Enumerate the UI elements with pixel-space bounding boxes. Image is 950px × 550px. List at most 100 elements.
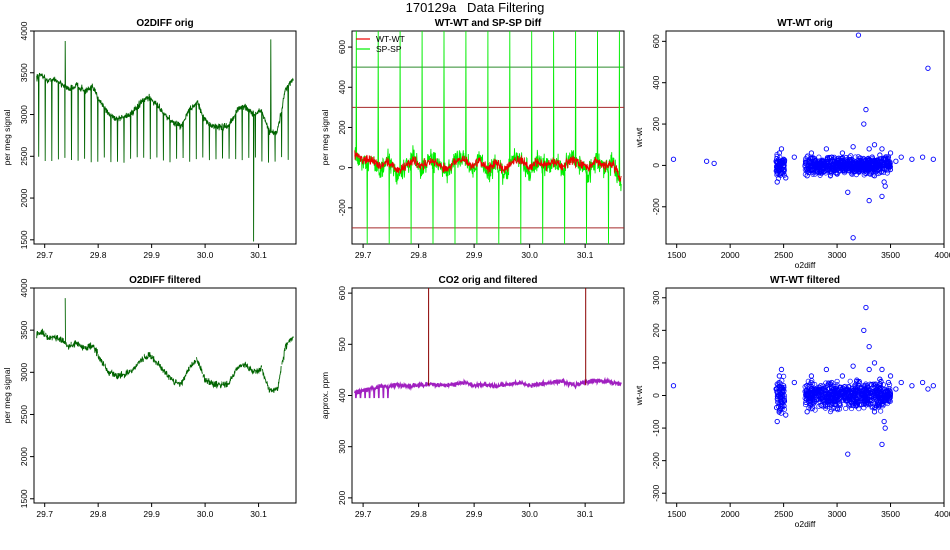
series-line — [36, 298, 294, 393]
data-point — [874, 401, 880, 407]
x-tick-label: 2500 — [774, 509, 793, 519]
data-point — [853, 403, 859, 409]
x-tick-label: 30.0 — [521, 509, 538, 519]
data-point — [876, 391, 882, 397]
data-point — [819, 165, 825, 171]
data-point — [869, 168, 875, 174]
data-point — [774, 169, 780, 175]
data-point — [879, 193, 885, 200]
y-tick-label: 300 — [651, 290, 661, 304]
data-point — [820, 383, 826, 389]
data-point — [808, 373, 815, 379]
data-point — [850, 235, 856, 241]
data-point — [886, 392, 892, 398]
data-point — [834, 378, 840, 384]
y-tick-label: 200 — [651, 117, 661, 131]
data-point — [875, 170, 881, 177]
data-point — [820, 385, 826, 391]
data-point — [823, 146, 830, 152]
data-point — [834, 166, 840, 172]
data-point — [823, 366, 830, 373]
data-point — [810, 381, 816, 387]
data-point — [881, 166, 887, 172]
data-point — [813, 160, 819, 166]
data-point — [804, 159, 810, 165]
data-point — [837, 401, 843, 407]
data-point — [845, 389, 851, 395]
data-point — [812, 381, 818, 387]
data-point — [816, 393, 822, 399]
data-point — [803, 388, 809, 394]
data-point — [845, 189, 851, 195]
data-point — [823, 403, 829, 409]
x-tick-label: 30.0 — [197, 250, 214, 260]
data-point — [863, 304, 869, 311]
y-tick-label: 3000 — [19, 105, 29, 124]
data-point — [843, 155, 849, 161]
data-point — [863, 106, 869, 113]
data-point — [783, 412, 789, 418]
data-point — [855, 154, 861, 160]
y-axis-label: per meg signal — [2, 368, 12, 424]
legend-label: SP-SP — [376, 44, 402, 54]
data-point — [817, 396, 823, 402]
data-point — [839, 162, 845, 168]
data-point — [778, 394, 784, 400]
y-tick-label: 1500 — [19, 489, 29, 508]
y-tick-label: 3500 — [19, 320, 29, 339]
data-point — [862, 164, 868, 170]
y-tick-label: 600 — [337, 40, 347, 54]
x-tick-label: 29.8 — [410, 250, 427, 260]
data-point — [828, 407, 835, 413]
data-point — [855, 32, 862, 38]
data-point — [831, 399, 837, 405]
x-tick-label: 29.7 — [36, 509, 53, 519]
data-point — [871, 142, 878, 148]
data-point — [849, 171, 855, 177]
y-tick-label: 2000 — [19, 188, 29, 207]
data-point — [887, 386, 893, 392]
data-point — [881, 169, 887, 175]
y-tick-label: 500 — [337, 337, 347, 351]
chart-p5: CO2 orig and filtered 29.7 29.8 29.9 30.0 30.… — [320, 275, 625, 519]
plot-area — [670, 32, 936, 241]
y-tick-label: 300 — [337, 439, 347, 453]
data-point — [812, 388, 818, 394]
data-point — [837, 385, 843, 391]
y-tick-label: 3000 — [19, 363, 29, 382]
y-axis-label: per meg signal — [2, 110, 12, 166]
plot-area — [352, 31, 624, 244]
data-point — [820, 163, 827, 169]
data-point — [851, 392, 857, 398]
data-point — [930, 383, 936, 389]
data-point — [863, 381, 869, 387]
data-point — [775, 175, 781, 181]
y-tick-label: 2500 — [19, 147, 29, 166]
data-point — [802, 158, 808, 164]
data-point — [877, 156, 883, 162]
data-point — [872, 157, 878, 164]
chart-title: WT-WT orig — [777, 18, 833, 29]
x-tick-label: 29.7 — [355, 250, 372, 260]
data-point — [870, 162, 877, 169]
data-point — [925, 65, 931, 71]
x-tick-label: 29.8 — [90, 250, 107, 260]
data-point — [893, 158, 899, 164]
data-point — [791, 379, 797, 386]
data-point — [777, 393, 783, 399]
data-point — [848, 156, 854, 163]
data-point — [861, 327, 867, 333]
data-point — [829, 392, 835, 398]
x-tick-label: 30.1 — [577, 250, 594, 260]
data-point — [774, 153, 780, 159]
data-point — [861, 121, 867, 127]
data-point — [855, 378, 861, 384]
y-tick-label: 100 — [651, 356, 661, 370]
data-point — [919, 379, 926, 386]
data-point — [781, 373, 787, 379]
data-point — [879, 366, 885, 373]
x-tick-label: 4000 — [935, 250, 950, 260]
x-tick-label: 29.7 — [355, 509, 372, 519]
y-axis-label: wt-wt — [634, 385, 644, 406]
data-point — [775, 400, 781, 406]
